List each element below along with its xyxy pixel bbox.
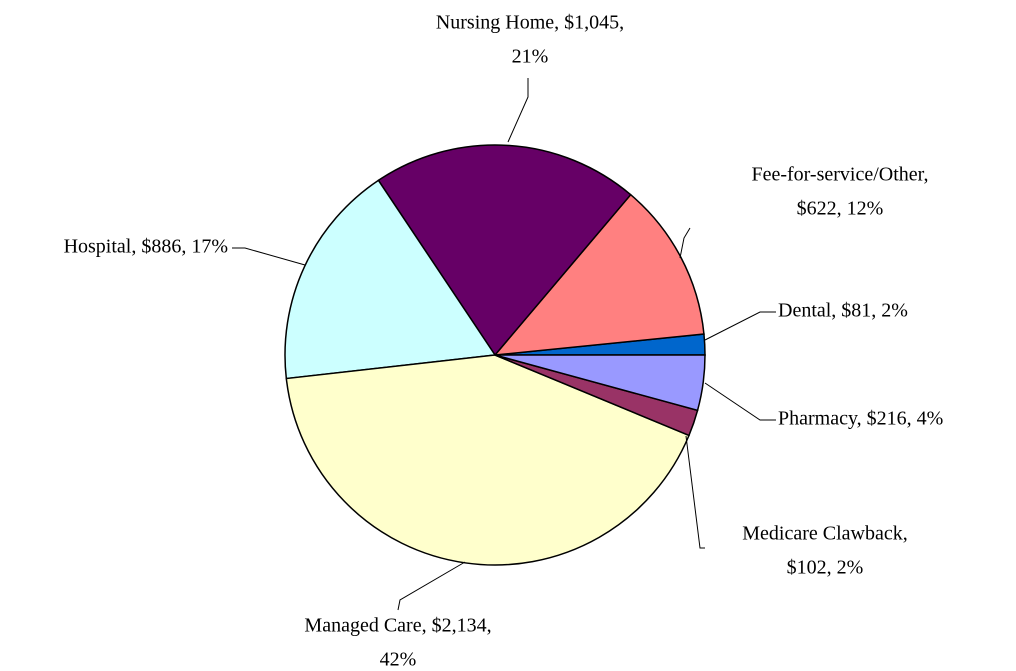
- data-label: $622, 12%: [797, 198, 884, 220]
- data-label: $102, 2%: [787, 557, 864, 579]
- leader-line: [507, 78, 529, 143]
- leader-line: [232, 247, 306, 266]
- data-label: 21%: [512, 46, 549, 68]
- data-label: Nursing Home, $1,045,: [436, 12, 624, 34]
- data-label: 42%: [380, 649, 417, 671]
- leader-line: [704, 382, 776, 421]
- pie-slice: [284, 179, 497, 380]
- pie-slice: [493, 193, 705, 356]
- data-label: Medicare Clawback,: [742, 523, 907, 545]
- leader-line: [685, 435, 705, 549]
- data-label: Pharmacy, $216, 4%: [778, 408, 943, 430]
- data-label: Managed Care, $2,134,: [304, 615, 491, 637]
- leader-line: [679, 227, 691, 259]
- pie-slice: [285, 354, 690, 566]
- pie-slice: [377, 144, 632, 357]
- data-label: Hospital, $886, 17%: [64, 236, 228, 258]
- leader-line: [704, 311, 776, 341]
- data-label: Dental, $81, 2%: [778, 300, 908, 322]
- leader-line: [397, 561, 466, 611]
- data-label: Fee-for-service/Other,: [751, 164, 928, 186]
- pie-slice: [494, 354, 706, 412]
